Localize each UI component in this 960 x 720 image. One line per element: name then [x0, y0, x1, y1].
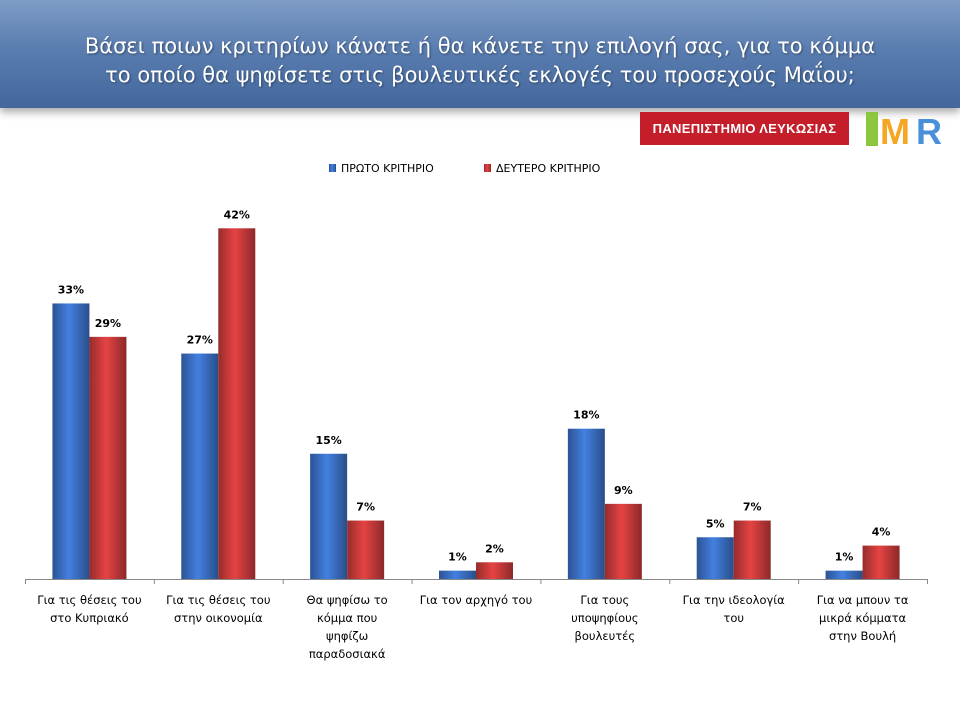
data-label-second: 9% [614, 484, 633, 497]
bar-second [347, 520, 385, 579]
data-label-first: 27% [187, 334, 213, 347]
bar-second [476, 562, 513, 579]
title-line-2: το οποίο θα ψηφίσετε στις βουλευτικές εκ… [105, 63, 855, 87]
bar-second [218, 228, 256, 580]
imr-logo: M R [866, 111, 942, 148]
data-label-first: 15% [315, 434, 341, 447]
bar-second [89, 336, 127, 579]
bar-first [696, 537, 734, 579]
title-banner: Βάσει ποιων κριτηρίων κάνατε ή θα κάνετε… [0, 0, 960, 108]
data-label-second: 7% [356, 501, 375, 514]
category-label: Για να μπουν τα μικρά κόμματα στην Βουλή [817, 593, 909, 643]
data-label-first: 1% [448, 551, 467, 564]
legend-label-2: ΔΕΥΤΕΡΟ ΚΡΙΤΗΡΙΟ [496, 162, 601, 175]
data-label-second: 42% [224, 208, 250, 221]
data-label-second: 7% [743, 501, 762, 514]
data-label-first: 1% [835, 551, 854, 564]
data-label-second: 4% [872, 526, 891, 539]
category-label: Για την ιδεολογία του [683, 593, 786, 625]
bar-chart: ΠΡΩΤΟ ΚΡΙΤΗΡΙΟ ΔΕΥΤΕΡΟ ΚΡΙΤΗΡΙΟ 33% 29% Για … [25, 162, 928, 661]
category-label: Για τις θέσεις του στο Κυπριακό [37, 593, 141, 625]
data-label-second: 2% [485, 542, 504, 555]
bar-first [310, 453, 348, 579]
bar-second [862, 545, 900, 579]
title-line-1: Βάσει ποιων κριτηρίων κάνατε ή θα κάνετε… [84, 34, 876, 58]
category-label: Για τις θέσεις του στην οικονομία [166, 593, 270, 625]
category-label: Θα ψηφίσω το κόμμα που ψηφίζω παραδοσιακά [307, 593, 388, 661]
legend-swatch-1 [329, 164, 336, 172]
data-label-first: 5% [706, 517, 725, 530]
category-label: Για τον αρχηγό του [420, 593, 533, 607]
bar-first [52, 303, 90, 579]
data-label-first: 18% [573, 409, 599, 422]
bar-first [439, 570, 476, 579]
university-logo: ΠΑΝΕΠΙΣΤΗΜΙΟ ΛΕΥΚΩΣΙΑΣ [640, 112, 849, 145]
bar-first [181, 353, 219, 579]
bar-second [604, 503, 642, 579]
page-title: Βάσει ποιων κριτηρίων κάνατε ή θα κάνετε… [30, 32, 930, 90]
bar-first [825, 570, 863, 579]
svg-text:R: R [916, 111, 942, 148]
svg-text:M: M [880, 111, 910, 148]
data-label-second: 29% [95, 317, 121, 330]
bar-second [733, 520, 771, 579]
data-label-first: 33% [58, 283, 84, 296]
bar-first [567, 428, 605, 579]
category-label: Για τους υποψηφίους βουλευτές [571, 593, 638, 643]
legend-swatch-2 [484, 164, 491, 172]
legend-label-1: ΠΡΩΤΟ ΚΡΙΤΗΡΙΟ [341, 162, 434, 175]
